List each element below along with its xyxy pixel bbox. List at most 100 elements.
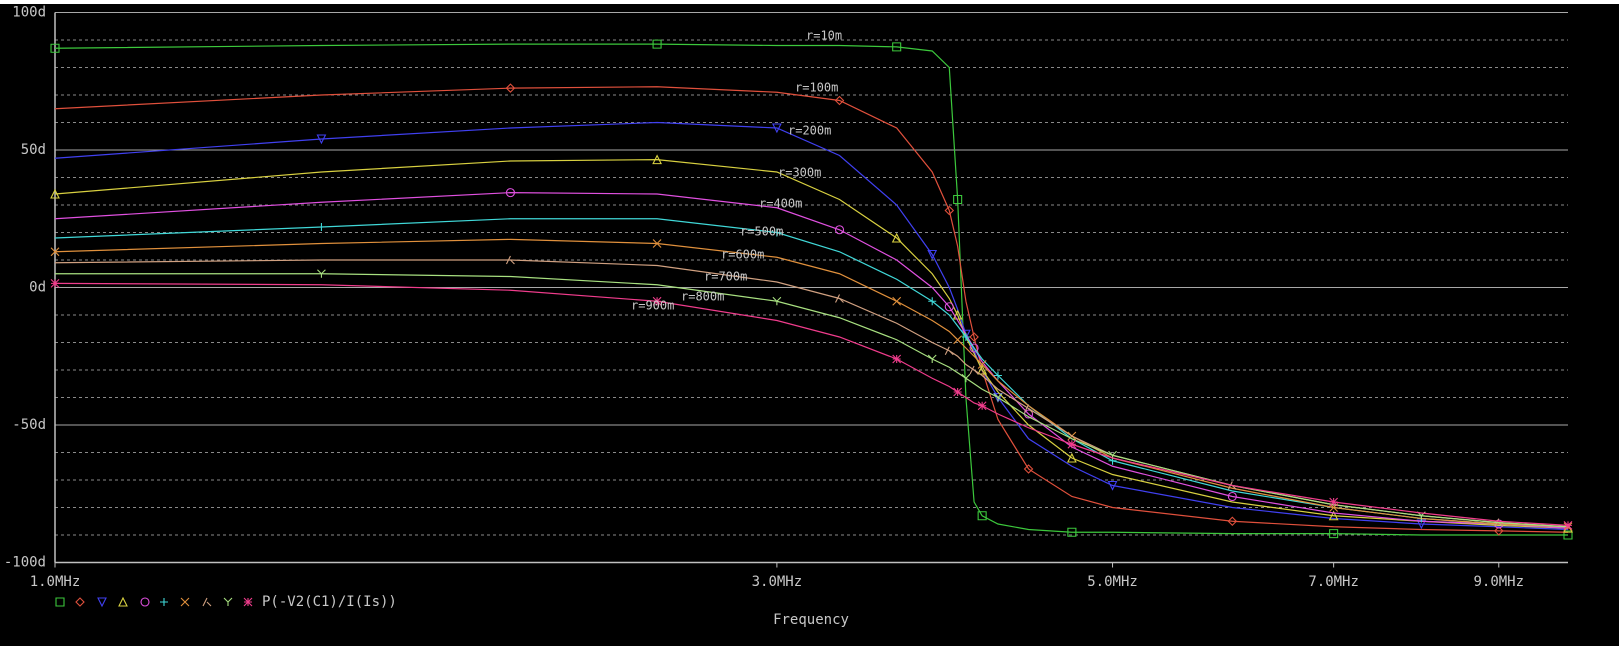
marker <box>1024 404 1033 413</box>
marker <box>977 360 987 369</box>
x-tick-label: 1.0MHz <box>30 574 81 590</box>
marker <box>1023 464 1034 474</box>
legend-marker <box>75 597 85 607</box>
marker <box>944 302 954 312</box>
marker <box>1067 439 1077 449</box>
series-label: r=400m <box>759 197 802 211</box>
marker <box>1329 497 1339 507</box>
y-tick-label: -100d <box>4 555 46 571</box>
marker <box>952 309 963 320</box>
y-tick-label: -50d <box>12 417 46 433</box>
series-line <box>54 218 1569 528</box>
marker <box>953 387 963 397</box>
series-label: r=200m <box>788 124 831 138</box>
series-line <box>54 238 1569 528</box>
legend-marker <box>118 596 128 607</box>
marker <box>835 294 844 303</box>
marker <box>316 134 327 145</box>
series-label: r=100m <box>795 81 838 95</box>
marker <box>969 343 979 353</box>
marker <box>1563 520 1573 530</box>
series-line <box>54 159 1569 529</box>
marker <box>993 393 1003 402</box>
y-tick-label: 100d <box>12 5 46 21</box>
marker <box>834 95 845 106</box>
marker <box>969 365 979 375</box>
y-tick-label: 50d <box>21 142 46 158</box>
series-label: r=500m <box>740 225 783 239</box>
series-line <box>54 259 1569 528</box>
legend-marker <box>97 597 107 608</box>
marker <box>317 223 326 231</box>
marker <box>993 371 1002 380</box>
series-line <box>55 273 1569 528</box>
marker <box>1329 529 1339 539</box>
top-strip <box>0 0 1619 4</box>
marker <box>961 333 970 341</box>
marker <box>892 296 902 306</box>
series-label: r=700m <box>704 270 747 284</box>
marker <box>50 43 60 53</box>
marker <box>1227 516 1238 527</box>
series-label: r=600m <box>721 248 764 262</box>
marker <box>1563 530 1573 540</box>
marker <box>977 401 987 411</box>
marker <box>50 247 60 257</box>
marker <box>892 354 902 364</box>
legend-label: P(-V2(C1)/I(Is)) <box>262 594 397 610</box>
marker <box>505 188 516 198</box>
x-tick-label: 7.0MHz <box>1308 574 1359 590</box>
marker <box>1107 480 1118 491</box>
marker <box>1227 491 1237 502</box>
marker <box>953 194 963 205</box>
marker <box>961 373 971 383</box>
marker <box>505 83 516 93</box>
marker <box>892 42 902 52</box>
legend-marker <box>243 597 253 607</box>
legend-marker <box>223 597 233 606</box>
marker <box>771 123 782 134</box>
marker <box>977 364 988 375</box>
marker <box>50 278 60 288</box>
marker <box>505 255 515 265</box>
marker <box>953 335 963 345</box>
marker <box>50 188 60 199</box>
marker <box>1328 510 1339 521</box>
marker <box>652 154 662 165</box>
series-label: r=300m <box>778 166 821 180</box>
marker <box>317 269 326 278</box>
series-label: r=10m <box>806 29 842 43</box>
series-line <box>54 43 1568 536</box>
marker <box>928 297 937 306</box>
marker <box>652 239 662 248</box>
marker <box>993 392 1003 403</box>
marker <box>927 249 938 260</box>
series-line <box>54 192 1569 529</box>
marker <box>944 205 955 216</box>
series-label: r=900m <box>631 299 674 313</box>
y-tick-label: 0d <box>29 280 46 296</box>
marker <box>1493 526 1504 536</box>
legend-marker <box>202 597 212 607</box>
marker <box>652 296 662 306</box>
marker <box>927 354 937 363</box>
marker <box>652 39 662 49</box>
marker <box>1066 452 1077 463</box>
legend-marker <box>55 597 65 607</box>
marker <box>891 232 902 243</box>
marker <box>969 332 979 342</box>
legend-marker <box>160 598 168 606</box>
marker <box>772 228 781 237</box>
x-axis-label: Frequency <box>773 612 849 628</box>
legend-marker <box>180 597 190 607</box>
marker <box>977 511 987 521</box>
marker <box>1067 527 1077 537</box>
marker <box>772 296 782 306</box>
x-tick-label: 3.0MHz <box>752 574 803 590</box>
series-label: r=800m <box>681 290 724 304</box>
series-line <box>54 121 1569 531</box>
legend-marker <box>140 597 150 607</box>
x-tick-label: 9.0MHz <box>1473 574 1524 590</box>
marker <box>834 225 845 235</box>
series-line <box>54 86 1569 533</box>
